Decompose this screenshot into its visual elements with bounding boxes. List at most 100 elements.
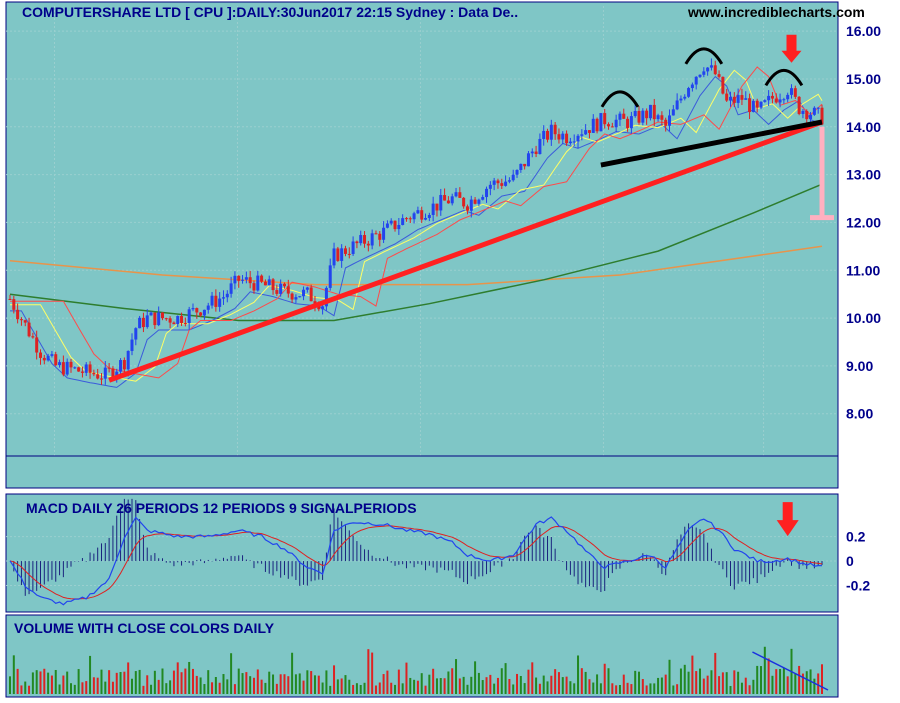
candle-body [195, 308, 199, 313]
volume-bar [428, 674, 431, 694]
candle-body [180, 316, 184, 324]
candle-body [511, 174, 515, 181]
candle-body [523, 163, 527, 167]
candle-body [721, 76, 725, 94]
candle-body [176, 316, 180, 325]
volume-bar [108, 670, 111, 694]
volume-bar [413, 679, 416, 694]
candle-body [526, 153, 530, 167]
volume-bar [272, 674, 275, 694]
volume-bar [813, 678, 816, 694]
macd-tick-label: 0.2 [846, 529, 866, 545]
candle-body [340, 248, 344, 261]
volume-bar [630, 684, 633, 694]
candle-body [19, 319, 23, 321]
volume-bar [405, 662, 408, 694]
volume-annotations [752, 651, 829, 691]
candle-body [241, 279, 245, 281]
candle-body [397, 224, 401, 230]
volume-bar [420, 673, 423, 694]
volume-bar [371, 652, 374, 694]
candle-body [134, 328, 138, 340]
volume-bar [798, 665, 801, 694]
volume-bar [649, 683, 652, 694]
candle-body [256, 275, 260, 291]
neckline-support [600, 119, 823, 168]
candle-body [363, 235, 367, 244]
candle-body [675, 100, 679, 110]
candle-body [279, 283, 283, 294]
sell-arrow [781, 34, 802, 63]
volume-bar [138, 669, 141, 694]
volume-bar [344, 675, 347, 694]
volume-bar [142, 685, 145, 694]
volume-bar [706, 675, 709, 694]
volume-bar [340, 678, 343, 694]
volume-bar [291, 652, 294, 694]
candle-body [420, 210, 424, 220]
volume-bar [645, 685, 648, 694]
volume-bar [329, 685, 332, 694]
volume-bar [653, 683, 656, 694]
candle-body [248, 277, 252, 284]
candle-body [275, 290, 279, 294]
candle-body [111, 368, 115, 378]
volume-bar [557, 672, 560, 694]
candle-body [664, 119, 668, 126]
volume-bar [493, 683, 496, 694]
website-label[interactable]: www.incrediblecharts.com [687, 4, 865, 20]
volume-bar [489, 674, 492, 694]
volume-bar [35, 670, 38, 694]
volume-bar [9, 676, 11, 694]
candle-body [488, 184, 492, 189]
candle-body [84, 364, 88, 373]
date-strip [5, 455, 839, 489]
candle-body [16, 309, 20, 320]
volume-bar [336, 679, 339, 694]
volume-bar [626, 682, 629, 694]
volume-bar [226, 679, 229, 694]
volume-bar [801, 673, 804, 694]
volume-bar [439, 678, 442, 694]
volume-bar [104, 681, 107, 694]
candle-body [439, 195, 443, 211]
volume-bar [474, 661, 477, 694]
candle-body [595, 118, 599, 132]
candle-body [27, 322, 31, 337]
volume-bar [718, 676, 721, 694]
volume-bar [481, 680, 484, 694]
volume-bar [672, 685, 675, 694]
candle-body [38, 352, 42, 358]
candle-body [42, 357, 46, 361]
volume-bar [760, 666, 763, 694]
volume-bar [268, 671, 271, 694]
head-shoulders-arc [764, 68, 804, 87]
volume-bar [348, 679, 351, 694]
candle-body [343, 248, 347, 254]
volume-bar [313, 675, 316, 694]
volume-bar [111, 681, 114, 694]
candle-body [805, 110, 809, 120]
candle-body [633, 110, 637, 117]
volume-bar [73, 684, 76, 694]
volume-bar [733, 670, 736, 694]
volume-bar [283, 674, 286, 694]
candle-body [88, 364, 92, 373]
macd-sell-arrow [776, 502, 799, 537]
volume-bar [458, 678, 461, 694]
candle-body [332, 248, 336, 266]
candle-body [126, 350, 130, 370]
candle-body [637, 110, 641, 123]
volume-bar [443, 678, 446, 694]
volume-bar [317, 675, 320, 694]
volume-bar [237, 668, 240, 694]
candle-body [790, 88, 794, 95]
candle-body [12, 299, 16, 310]
candle-body [183, 323, 187, 325]
macd-line [9, 516, 823, 606]
volume-bar [535, 677, 538, 694]
candle-body [713, 65, 717, 75]
short-ma-line [10, 75, 823, 388]
candle-body [294, 297, 298, 300]
volume-bar [634, 670, 637, 694]
